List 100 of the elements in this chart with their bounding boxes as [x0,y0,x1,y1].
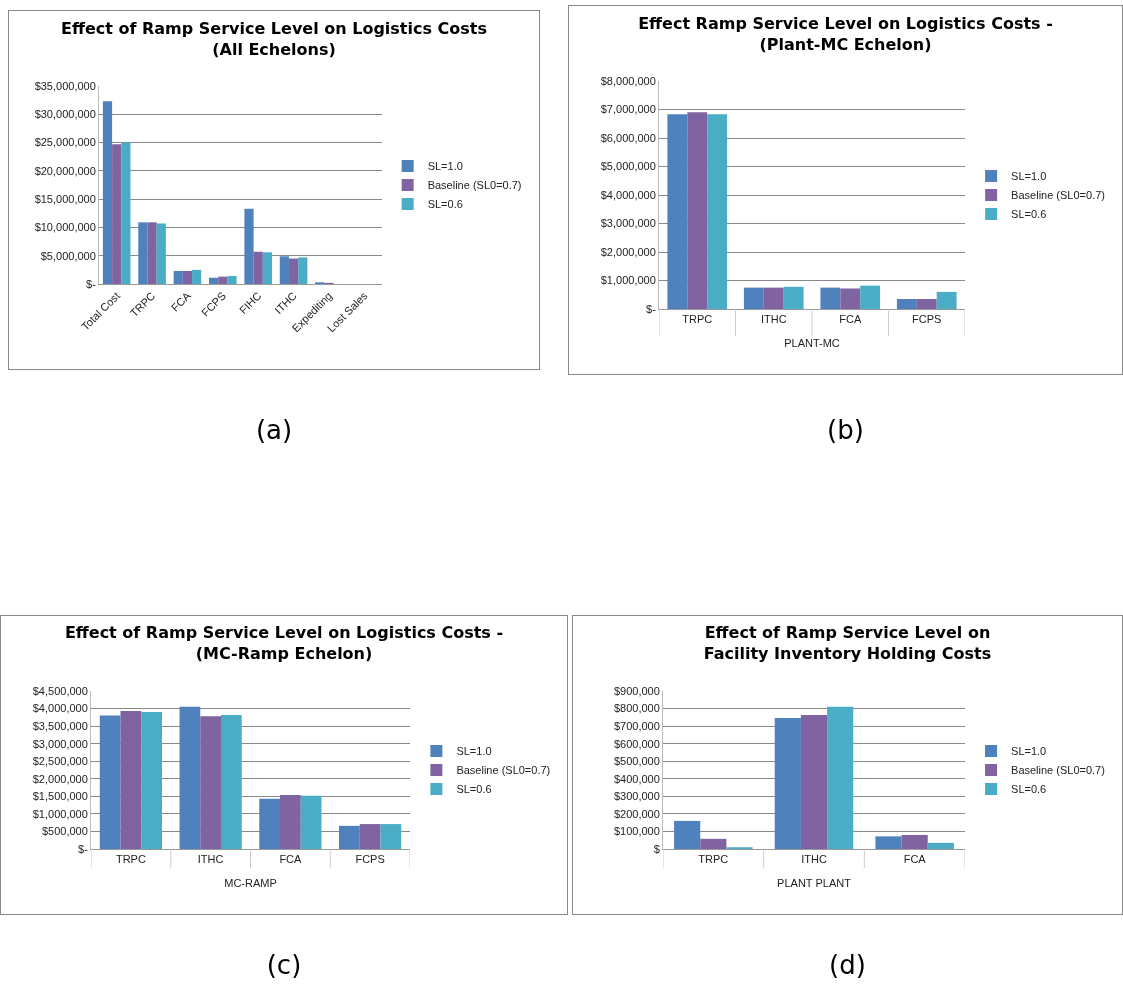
bar [916,299,937,309]
y-tick-label: $500,000 [613,755,660,768]
y-tick-label: $2,000,000 [600,245,656,258]
x-axis-title: PLANT PLANT [777,877,852,890]
bar [220,714,242,849]
bar [896,299,917,309]
bar [860,285,881,309]
bar [218,276,228,284]
y-tick-label: $7,000,000 [600,103,656,116]
bar [927,842,954,849]
bar [288,258,299,284]
chart-title: Effect Ramp Service Level on Logistics Costs - (Plant-MC Echelon) [638,13,1053,54]
y-tick-label: $ [653,842,660,855]
text: (d) [828,950,867,980]
y-tick-label: $300,000 [613,790,660,803]
x-tick-label: ITHC [801,853,827,866]
x-axis-title: MC-RAMP [224,877,277,890]
y-tick-label: $10,000,000 [34,221,96,234]
bar [300,795,322,849]
x-tick-label: FCPS [355,853,385,866]
y-tick-label: $- [646,302,657,315]
bar [200,716,221,849]
y-tick-label: $- [78,842,89,855]
y-tick-label: $3,000,000 [600,217,656,230]
y-tick-label: $700,000 [613,719,660,732]
bar [901,834,928,849]
legend-label: SL=1.0 [427,160,463,173]
chart-title: Effect of Ramp Service Level on Logistics Costs (All Echelons) [61,18,487,59]
legend-label: Baseline (SL0=0.7) [456,764,551,777]
text: (a) [254,415,294,445]
y-tick-label: $15,000,000 [34,192,96,205]
x-tick-label: TRPC [698,853,729,866]
bar [120,711,142,849]
x-tick-label: ITHC [197,853,224,866]
y-tick-label: $20,000,000 [34,164,96,177]
bar [820,287,841,309]
y-tick-label: $4,000,000 [32,702,88,715]
x-tick-label: ITHC [760,313,787,326]
bar [156,223,166,284]
legend-label: Baseline (SL0=0.7) [1011,189,1105,202]
bar [774,718,801,849]
y-tick-label: $8,000,000 [600,74,656,87]
bar [182,270,193,284]
bar [380,824,402,849]
y-tick-label: $4,500,000 [32,684,88,697]
x-tick-label: FCPS [912,313,942,326]
bar [280,794,301,849]
y-tick-label: $5,000,000 [40,249,96,262]
bar [179,706,201,849]
bar [262,252,272,284]
y-tick-label: $1,000,000 [600,274,656,287]
y-tick-label: $2,500,000 [32,755,88,768]
text: (c) [265,950,303,980]
bar [253,251,263,284]
y-tick-label: $2,000,000 [32,772,88,785]
y-tick-label: $5,000,000 [600,160,656,173]
chart-title: Effect of Ramp Service Level on Logistics Costs - (MC-Ramp Echelon) [64,623,504,663]
bar [99,715,121,849]
y-tick-label: $200,000 [613,807,660,820]
bar [112,144,122,284]
y-tick-label: $900,000 [613,684,660,697]
y-tick-label: $3,500,000 [32,719,88,732]
bar [279,256,289,284]
legend-label: SL=0.6 [456,783,492,796]
y-tick-label: $600,000 [613,737,660,750]
y-tick-label: $1,000,000 [32,807,88,820]
x-tick-label: FCA [903,853,927,866]
bar [147,222,157,284]
bar [227,276,237,284]
bar [259,798,281,849]
x-tick-label: FCA [279,853,303,866]
legend-label: Baseline (SL0=0.7) [1011,764,1105,777]
x-axis-title: PLANT-MC [784,337,840,350]
bar [359,824,381,849]
bar [667,114,688,309]
bar [936,291,957,309]
y-tick-label: $6,000,000 [600,131,656,144]
bar [743,287,764,309]
bar [121,142,131,284]
bar [687,112,708,309]
bar [700,838,727,849]
bar [707,114,728,309]
bar [827,706,854,849]
legend-label: SL=0.6 [1011,208,1047,221]
y-tick-label: $- [86,277,97,290]
y-tick-label: $1,500,000 [32,790,88,803]
x-tick-label: TRPC [115,853,146,866]
bar [173,270,183,284]
bar [138,222,148,284]
bar [674,820,701,849]
legend-label: Baseline (SL0=0.7) [427,179,522,192]
legend-label: SL=1.0 [1011,170,1047,183]
bar [875,836,902,849]
bar [783,286,804,309]
bar [192,269,202,284]
x-tick-label: FCA [839,313,862,326]
bar [339,825,360,849]
legend-label: SL=1.0 [456,745,492,758]
y-tick-label: $100,000 [613,825,660,838]
chart-title: Effect of Ramp Service Level on Facility Inventory Holding Costs [703,623,992,663]
